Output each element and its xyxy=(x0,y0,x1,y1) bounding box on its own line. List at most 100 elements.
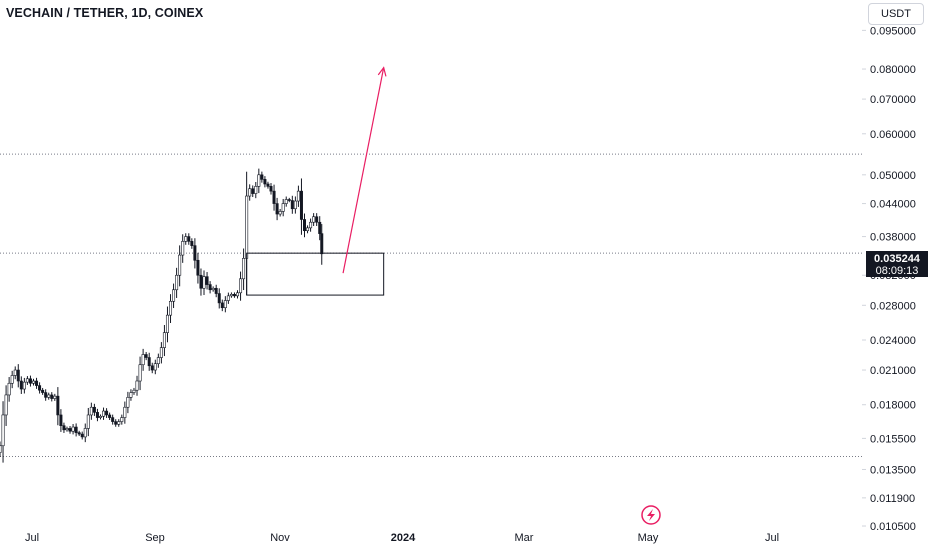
y-tick: 0.024000 xyxy=(862,335,916,347)
candle-body xyxy=(162,332,166,348)
candle xyxy=(309,218,313,232)
candle-body xyxy=(242,258,246,280)
candle-body xyxy=(31,380,35,384)
candle-body xyxy=(13,369,17,376)
candle-body xyxy=(278,211,282,215)
candle xyxy=(299,178,303,235)
y-tick: 0.010500 xyxy=(862,521,916,533)
candle-body xyxy=(65,428,69,431)
candle xyxy=(80,431,84,440)
candle xyxy=(236,290,240,299)
current-price-tag: 0.035244 08:09:13 xyxy=(866,251,928,277)
y-tick-label: 0.060000 xyxy=(870,129,916,141)
candle-body xyxy=(10,375,14,384)
candle-body xyxy=(269,186,273,192)
y-tick-label: 0.021000 xyxy=(870,365,916,377)
candle-body xyxy=(217,293,221,304)
candle xyxy=(114,419,118,427)
candle xyxy=(269,183,273,195)
candle xyxy=(31,378,35,386)
candle xyxy=(251,185,255,198)
candle xyxy=(50,392,54,402)
candle xyxy=(147,352,151,371)
y-tick-label: 0.095000 xyxy=(870,25,916,37)
candle-body xyxy=(1,414,5,447)
candle xyxy=(162,324,166,357)
candle xyxy=(44,389,48,401)
candle xyxy=(150,362,154,374)
candle xyxy=(65,426,69,432)
price-tag-background xyxy=(866,251,928,277)
candle xyxy=(1,401,5,463)
candle-body xyxy=(117,421,121,425)
candle xyxy=(202,270,206,296)
candle-body xyxy=(105,410,109,416)
candle-body xyxy=(172,289,176,302)
candle-body xyxy=(302,219,306,232)
target-arrow-line[interactable] xyxy=(342,67,385,274)
support-rectangle[interactable] xyxy=(246,252,385,296)
y-tick-label: 0.018000 xyxy=(870,400,916,412)
candle-body xyxy=(169,301,173,316)
candle xyxy=(89,402,93,420)
candle-body xyxy=(147,357,151,367)
candle-body xyxy=(156,357,160,364)
candle-body xyxy=(178,254,182,276)
time-axis[interactable]: Jul Sep Nov 2024 Mar May Jul xyxy=(25,532,779,544)
lightning-icon[interactable] xyxy=(641,505,661,525)
price-axis[interactable]: 0.095000 0.080000 0.070000 0.060000 0.050000… xyxy=(862,25,916,533)
candle xyxy=(19,376,23,394)
y-tick-label: 0.028000 xyxy=(870,300,916,312)
candle-body xyxy=(257,174,261,187)
candle-body xyxy=(199,274,203,289)
candle xyxy=(248,184,252,201)
candle-body xyxy=(239,278,243,294)
candle-body xyxy=(19,380,23,390)
candle-body xyxy=(62,425,66,431)
candle xyxy=(4,385,8,426)
candle-body xyxy=(272,190,276,204)
candle-body xyxy=(281,203,285,212)
y-tick: 0.038000 xyxy=(862,232,916,244)
y-tick-label: 0.070000 xyxy=(870,94,916,106)
candle xyxy=(172,283,176,309)
candle xyxy=(199,268,203,296)
candle xyxy=(281,198,285,217)
candle xyxy=(181,234,185,263)
candle xyxy=(108,412,112,421)
candle-body xyxy=(120,417,124,422)
candle-body xyxy=(296,190,300,202)
candle-body xyxy=(56,395,60,416)
candle xyxy=(318,216,322,241)
candle xyxy=(0,441,2,458)
candle-body xyxy=(318,221,322,234)
candle xyxy=(120,414,124,425)
candle-body xyxy=(132,389,136,393)
x-tick-label: 2024 xyxy=(391,532,416,544)
candle xyxy=(302,213,306,238)
candle-body xyxy=(74,426,78,433)
candle xyxy=(257,168,261,194)
candle xyxy=(260,171,264,183)
candle-body xyxy=(53,395,57,399)
candle xyxy=(190,238,194,249)
candle-body xyxy=(287,199,291,201)
currency-button[interactable]: USDT xyxy=(868,3,924,25)
candle-body xyxy=(153,363,157,371)
candle xyxy=(306,225,310,234)
y-tick: 0.013500 xyxy=(862,464,916,476)
price-tag-countdown: 08:09:13 xyxy=(876,265,919,277)
candle xyxy=(159,342,163,364)
candle xyxy=(193,238,197,269)
candle-body xyxy=(232,294,236,297)
y-tick-label: 0.013500 xyxy=(870,464,916,476)
candle-body xyxy=(144,354,148,358)
candle xyxy=(7,377,11,402)
candle-body xyxy=(293,200,297,210)
candle xyxy=(187,233,191,245)
x-tick-label: Nov xyxy=(270,532,290,544)
candle-body xyxy=(38,385,42,391)
candle-body xyxy=(95,412,99,418)
candle-body xyxy=(4,394,8,416)
